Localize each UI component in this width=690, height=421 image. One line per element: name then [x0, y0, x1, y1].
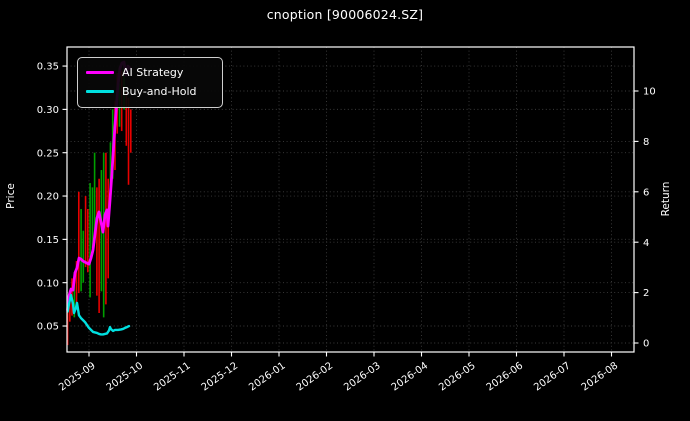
- return-tick-label: 10: [643, 87, 656, 98]
- price-axis-label: Price: [5, 183, 17, 209]
- buy-and-hold-line-swatch: [86, 90, 114, 93]
- price-tick-label: 0.15: [37, 235, 59, 246]
- ai-strategy-line-swatch: [86, 71, 114, 74]
- price-tick-label: 0.05: [37, 322, 59, 333]
- return-tick-label: 2: [643, 288, 649, 299]
- x-tick-label: 2026-03: [342, 360, 383, 393]
- return-axis-label: Return: [660, 181, 672, 217]
- x-tick-label: 2026-04: [390, 360, 431, 393]
- price-tick-label: 0.35: [37, 62, 59, 73]
- legend-label: AI Strategy: [122, 66, 184, 79]
- x-tick-label: 2025-10: [105, 360, 146, 393]
- x-tick-label: 2026-01: [247, 360, 288, 393]
- x-tick-label: 2026-06: [485, 360, 526, 393]
- x-tick-label: 2026-08: [580, 360, 621, 393]
- price-tick-label: 0.30: [37, 105, 59, 116]
- return-tick-label: 8: [643, 137, 649, 148]
- legend-label: Buy-and-Hold: [122, 85, 197, 98]
- x-tick-label: 2025-09: [57, 360, 98, 393]
- return-tick-label: 4: [643, 238, 649, 249]
- buy-and-hold-line: [66, 293, 131, 336]
- axes-spine: [66, 46, 635, 353]
- x-tick-label: 2026-07: [532, 360, 573, 393]
- x-tick-label: 2025-12: [200, 360, 241, 393]
- legend-item-buy-and-hold: Buy-and-Hold: [86, 82, 212, 101]
- chart-title: cnoption [90006024.SZ]: [266, 7, 424, 22]
- legend-item-ai-strategy: AI Strategy: [86, 63, 212, 82]
- price-tick-label: 0.25: [37, 148, 59, 159]
- x-tick-label: 2026-05: [437, 360, 478, 393]
- price-tick-label: 0.10: [37, 278, 59, 289]
- price-tick-label: 0.20: [37, 192, 59, 203]
- return-tick-label: 0: [643, 339, 649, 350]
- x-tick-label: 2026-02: [295, 360, 336, 393]
- legend: AI Strategy Buy-and-Hold: [77, 57, 223, 108]
- return-tick-label: 6: [643, 187, 649, 198]
- x-tick-label: 2025-11: [152, 360, 193, 393]
